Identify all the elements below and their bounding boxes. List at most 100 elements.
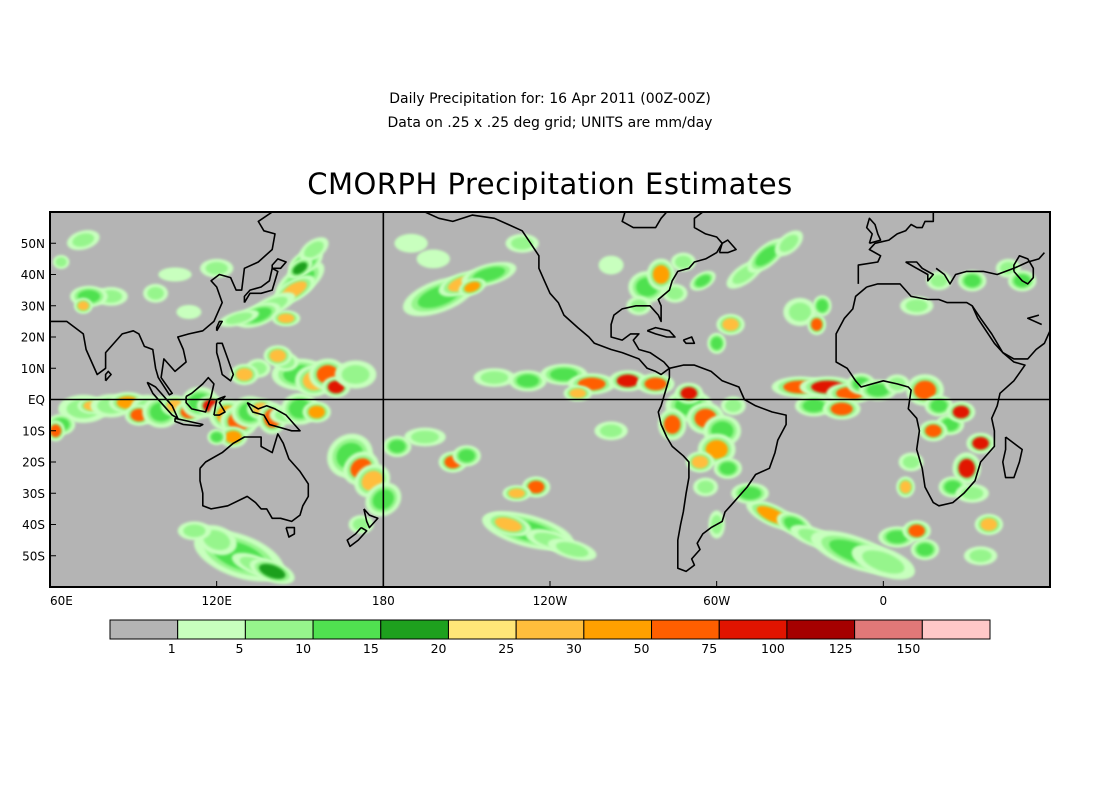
colorbar: 1 5 10 15 20 25 30 50 75 100 125 150 xyxy=(109,619,991,656)
colorbar-swatch xyxy=(515,619,585,640)
coast-hokkaido xyxy=(271,258,287,270)
precip-cell xyxy=(663,415,681,434)
precip-cell xyxy=(905,299,928,313)
precip-cell xyxy=(77,301,89,311)
lon-tick-label: 120W xyxy=(533,594,568,608)
precip-cell xyxy=(697,480,714,494)
coast-tasmania xyxy=(285,526,296,538)
lon-tick-label: 180 xyxy=(372,594,395,608)
coast-philippines xyxy=(215,342,235,382)
precip-cell xyxy=(711,337,723,350)
precip-cell xyxy=(691,455,709,469)
colorbar-swatch xyxy=(447,619,517,640)
coast-arabia xyxy=(971,305,1050,360)
subtitle-date: Daily Precipitation for: 16 Apr 2011 (00… xyxy=(389,91,711,107)
precip-cell xyxy=(516,374,539,388)
precip-cell xyxy=(400,237,423,250)
lat-tick-label: 10S xyxy=(22,424,45,438)
colorbar-label: 50 xyxy=(634,641,650,656)
precip-cell xyxy=(527,480,545,494)
precip-cell xyxy=(680,387,698,400)
coast-eurasia xyxy=(50,212,1043,396)
precip-cell xyxy=(972,437,989,450)
coast-hispaniola xyxy=(682,336,696,345)
precip-cell xyxy=(236,368,253,381)
precip-cell xyxy=(755,245,779,266)
precip-cell xyxy=(675,255,692,269)
precip-cell xyxy=(830,402,853,416)
coast-africa xyxy=(835,283,1026,507)
precip-cell xyxy=(600,424,623,438)
precip-cell xyxy=(341,365,370,384)
colorbar-label: 75 xyxy=(701,641,717,656)
colorbar-swatch xyxy=(921,619,991,640)
precip-cell xyxy=(292,262,308,275)
precip-cell xyxy=(55,257,67,267)
coast-caspian xyxy=(1013,255,1035,285)
lat-tick-label: 40S xyxy=(22,518,45,532)
precip-cell xyxy=(916,543,934,556)
precip-cell xyxy=(225,312,253,325)
colorbar-swatch xyxy=(380,619,449,640)
precip-cell xyxy=(411,430,439,444)
colorbar-label: 150 xyxy=(896,641,920,656)
longitude-labels: 60E 120E 180 120W 60W 0 xyxy=(49,581,887,608)
precip-cell xyxy=(913,380,937,400)
colorbar-label: 10 xyxy=(295,641,311,656)
coast-southamerica xyxy=(657,364,787,573)
colorbar-swatch xyxy=(109,619,179,640)
lat-tick-label: EQ xyxy=(28,393,45,407)
precip-cell xyxy=(963,274,981,288)
colorbar-swatch xyxy=(583,619,653,640)
precip-cell xyxy=(908,524,925,538)
precip-cell xyxy=(666,287,684,300)
precip-cell xyxy=(644,377,667,391)
precip-cell xyxy=(72,233,95,247)
coast-taiwan xyxy=(215,320,223,332)
colorbar-label: 100 xyxy=(761,641,785,656)
lon-tick-label: 60W xyxy=(703,594,730,608)
precip-cell xyxy=(930,399,948,413)
precip-cell xyxy=(352,518,370,531)
precip-cell xyxy=(480,371,509,384)
precip-cell xyxy=(952,405,970,419)
precip-cell xyxy=(277,313,295,323)
precip-cell xyxy=(258,563,286,579)
colorbar-swatch xyxy=(786,619,856,640)
precip-cell xyxy=(211,432,223,442)
coast-srilanka xyxy=(104,370,112,382)
precip-cell xyxy=(203,530,231,551)
precip-cell xyxy=(705,440,728,459)
coast-greece-turkey xyxy=(935,252,1046,285)
precip-cell xyxy=(788,302,812,322)
precip-cell xyxy=(886,530,909,544)
latitude-labels: 50N 40N 30N 20N 10N EQ 10S 20S 30S 40S 50S xyxy=(21,237,56,563)
subtitle-units: Data on .25 x .25 deg grid; UNITS are mm… xyxy=(387,115,713,131)
lat-tick-label: 30N xyxy=(21,299,45,313)
precip-cell xyxy=(866,383,889,397)
precip-cell xyxy=(550,368,578,381)
precip-cell xyxy=(695,274,711,287)
precip-cell xyxy=(147,287,164,300)
precip-cell xyxy=(616,374,639,388)
precip-cell xyxy=(719,462,737,475)
lat-tick-label: 10N xyxy=(21,362,45,376)
precip-cell xyxy=(225,430,242,444)
precip-cell xyxy=(422,252,445,266)
colorbar-label: 1 xyxy=(168,641,176,656)
precip-cell xyxy=(494,517,522,532)
coast-java xyxy=(174,417,204,427)
colorbar-swatch xyxy=(177,619,246,640)
colorbar-label: 25 xyxy=(498,641,514,656)
precip-cell xyxy=(811,318,823,331)
precip-cell xyxy=(508,488,525,498)
coast-cuba xyxy=(646,326,676,338)
precip-cell xyxy=(900,480,912,494)
colorbar-swatch xyxy=(312,619,382,640)
precip-cell xyxy=(569,388,587,398)
reference-lines xyxy=(50,212,1050,587)
precip-cell xyxy=(183,524,206,538)
precip-cell xyxy=(725,399,742,413)
colorbar-label: 30 xyxy=(566,641,582,656)
